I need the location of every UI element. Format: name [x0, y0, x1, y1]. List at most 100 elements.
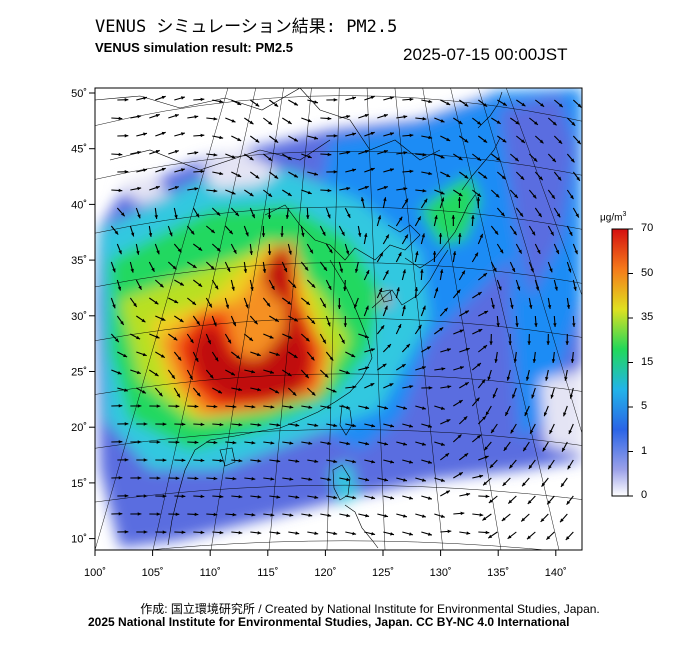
wind-arrow	[421, 531, 433, 536]
wind-arrow	[225, 369, 236, 376]
wind-arrow	[471, 362, 482, 371]
wind-arrow	[453, 471, 464, 479]
wind-arrow	[478, 99, 488, 108]
wind-arrow	[225, 404, 237, 409]
wind-arrow	[205, 297, 213, 308]
wind-arrow	[224, 297, 230, 309]
wind-arrow	[364, 131, 375, 137]
wind-arrow	[376, 252, 384, 263]
wind-arrow	[566, 117, 576, 127]
wind-arrow	[496, 171, 506, 180]
wind-arrow	[155, 167, 166, 173]
wind-arrow	[135, 243, 140, 255]
wind-arrow	[174, 96, 186, 101]
wind-arrow	[572, 99, 582, 108]
wind-arrow	[307, 135, 319, 140]
wind-arrow	[301, 117, 312, 123]
wind-arrow	[421, 345, 432, 353]
wind-arrow	[364, 423, 376, 428]
wind-arrow	[287, 279, 297, 289]
lat-tick-label: 10˚	[71, 534, 87, 546]
wind-arrow	[396, 187, 408, 191]
wind-arrow	[155, 131, 166, 137]
wind-arrow	[453, 399, 463, 407]
wind-arrow	[173, 243, 182, 253]
lat-tick-label: 15˚	[71, 478, 87, 490]
wind-arrow	[377, 513, 389, 518]
wind-arrow	[320, 188, 332, 193]
wind-arrow	[168, 512, 180, 516]
wind-arrow	[510, 117, 520, 125]
wind-arrow	[504, 405, 511, 417]
wind-arrow	[282, 477, 294, 481]
wind-arrow	[525, 369, 530, 381]
wind-arrow	[569, 387, 574, 399]
wind-arrow	[547, 459, 555, 470]
wind-arrow	[532, 351, 537, 363]
wind-arrow	[320, 513, 332, 518]
wind-arrow	[515, 243, 523, 254]
wind-arrow	[421, 495, 433, 500]
wind-arrow	[459, 310, 470, 317]
coastlines	[95, 88, 503, 549]
wind-arrow	[212, 494, 224, 499]
wind-arrow	[212, 99, 224, 104]
wind-arrow	[262, 153, 273, 162]
wind-arrow	[524, 405, 530, 417]
wind-arrow	[301, 513, 313, 517]
wind-arrow	[231, 351, 241, 360]
lat-tick-label: 40˚	[71, 199, 87, 211]
wind-arrow	[319, 369, 329, 378]
wind-arrow	[230, 207, 240, 217]
wind-arrow	[130, 512, 142, 516]
wind-arrow	[344, 243, 350, 255]
wind-arrow	[478, 310, 489, 317]
wind-arrow	[489, 459, 498, 469]
wind-arrow	[339, 369, 350, 374]
wind-arrow	[496, 315, 500, 327]
wind-arrow	[440, 348, 452, 353]
wind-arrow	[269, 315, 280, 323]
wind-arrow	[421, 386, 433, 390]
wind-arrow	[155, 494, 167, 498]
wind-arrow	[117, 458, 129, 462]
wind-arrow	[110, 225, 119, 235]
wind-arrow	[546, 333, 550, 346]
wind-arrow	[224, 261, 231, 273]
wind-arrow	[154, 207, 158, 219]
wind-arrow	[174, 279, 185, 286]
wind-arrow	[326, 98, 338, 102]
wind-arrow	[497, 135, 507, 143]
wind-arrow	[212, 422, 224, 427]
wind-arrow	[345, 96, 357, 101]
wind-arrow	[459, 452, 469, 461]
wind-arrow	[344, 207, 351, 219]
wind-arrow	[192, 207, 200, 218]
wind-arrow	[339, 150, 351, 155]
wind-arrow	[434, 117, 445, 123]
wind-arrow	[206, 512, 218, 517]
wind-arrow	[458, 270, 466, 281]
wind-arrow	[129, 225, 135, 237]
wind-arrow	[515, 171, 525, 181]
wind-arrow	[421, 423, 433, 428]
wind-arrow	[306, 351, 315, 361]
wind-arrow	[250, 531, 262, 535]
wind-arrow	[353, 297, 359, 309]
lat-tick-label: 50˚	[71, 88, 87, 100]
wind-arrow	[243, 261, 248, 273]
wind-arrow	[568, 423, 574, 435]
title-japanese: VENUS シミュレーション結果: PM2.5	[95, 17, 398, 37]
wind-arrow	[267, 243, 272, 256]
wind-arrow	[358, 513, 370, 518]
lat-tick-label: 35˚	[71, 255, 87, 267]
wind-arrow	[268, 279, 275, 290]
wind-arrow	[211, 207, 221, 217]
wind-arrow	[193, 169, 205, 174]
wind-arrow	[414, 287, 418, 299]
wind-arrow	[267, 207, 272, 220]
wind-arrow	[307, 423, 319, 427]
wind-arrow	[136, 132, 148, 137]
wind-arrow	[174, 422, 186, 427]
wind-arrow	[439, 269, 444, 281]
